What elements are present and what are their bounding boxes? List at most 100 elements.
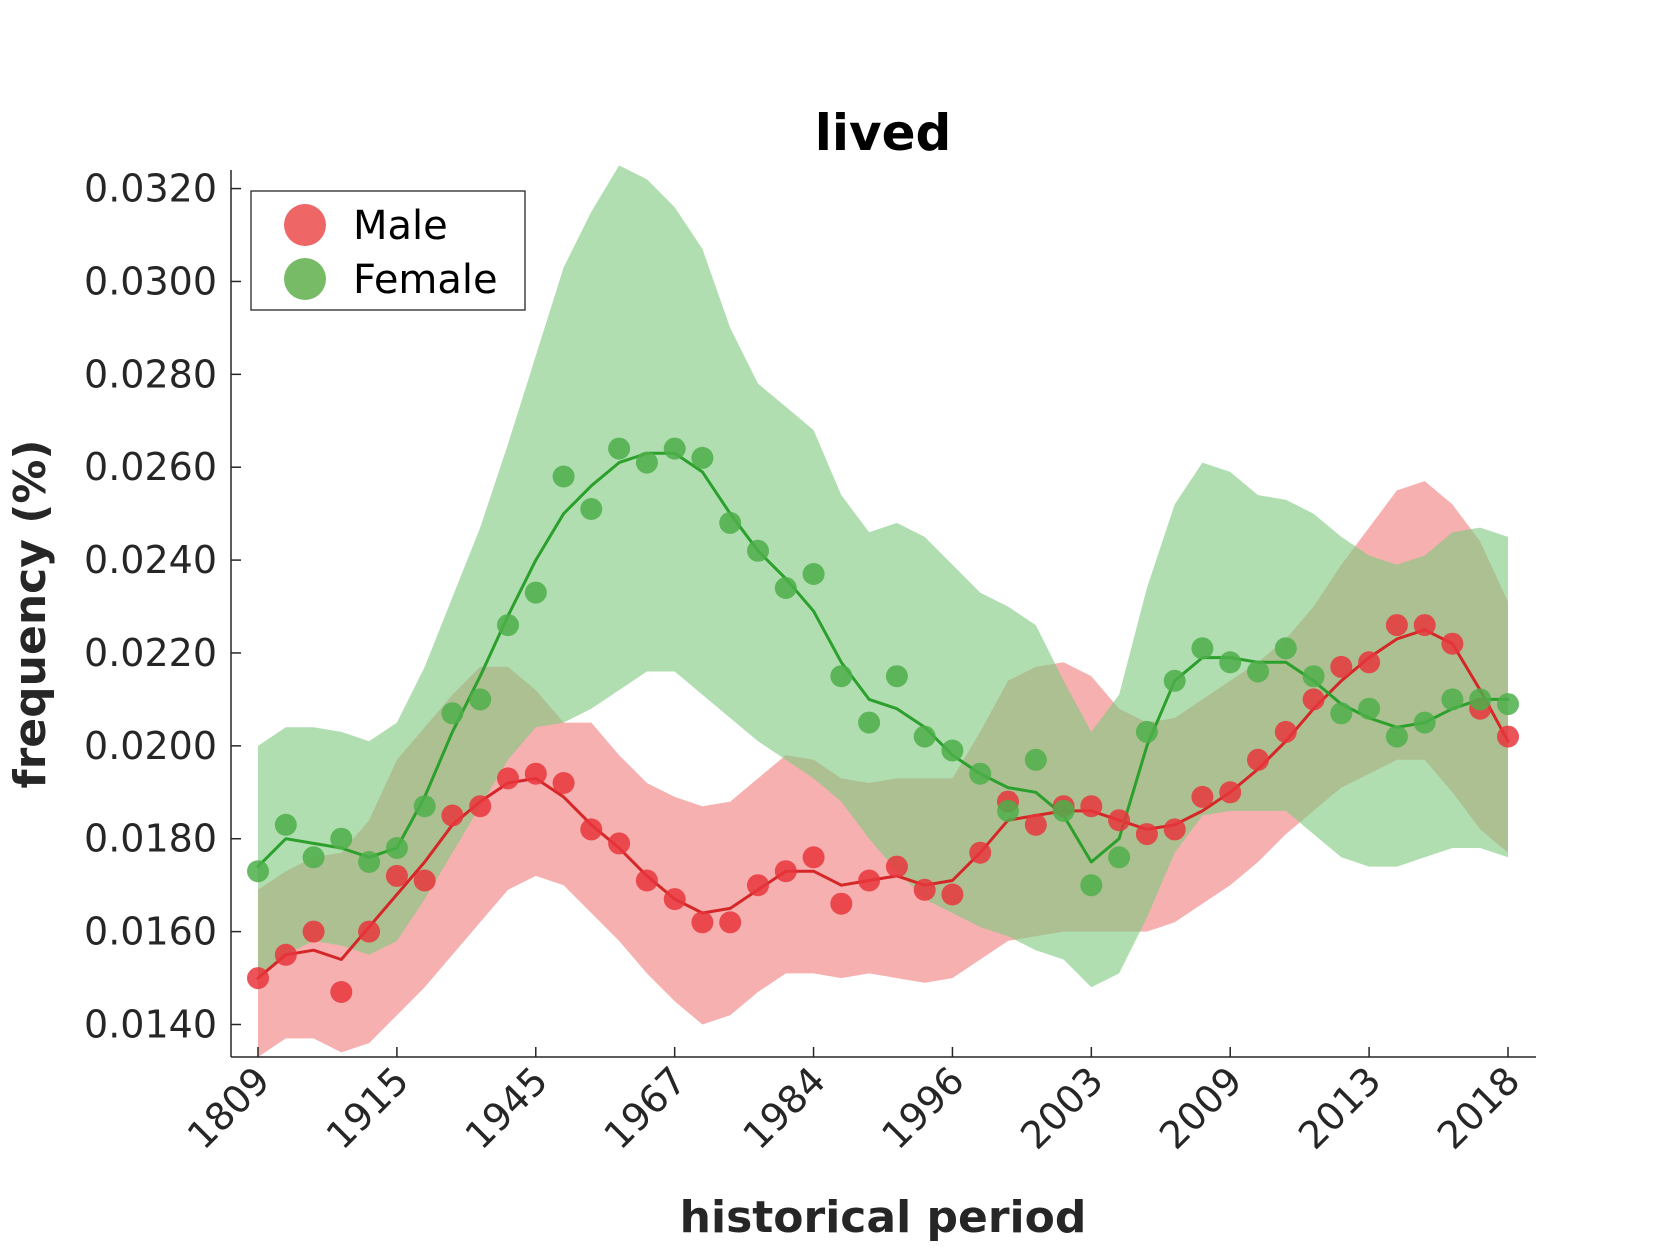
male-data-point [1163,818,1186,841]
male-data-point [635,869,658,892]
female-data-point [385,837,408,859]
female-data-point [1441,688,1464,711]
female-data-point [1080,874,1103,897]
female-data-point [1274,637,1297,660]
female-data-point [1108,846,1131,869]
male-data-point [941,883,964,906]
male-data-point [1497,725,1519,748]
y-tick-label: 0.0200 [84,724,217,768]
legend: Male Female [250,190,526,311]
female-data-point [885,665,908,688]
female-confidence-band [258,165,1508,988]
male-data-point [913,878,936,901]
male-data-point [691,911,714,934]
male-data-point [608,832,631,855]
male-data-point [1358,651,1381,674]
data-points [247,437,1519,1003]
female-data-point [1024,748,1047,771]
female-data-point [441,702,464,725]
female-data-point [1302,665,1325,688]
male-data-point [1330,655,1353,678]
y-tick-label: 0.0280 [84,352,217,396]
female-data-point [1052,799,1075,822]
y-ticks: 0.0140 0.0160 0.0180 0.0200 0.0220 0.0240 0.02… [84,167,241,1046]
y-axis-title: frequency (%) [5,439,56,788]
male-data-point [802,846,825,869]
legend-marker-female [284,258,326,300]
female-data-point [1358,697,1381,720]
female-data-point [580,498,603,520]
male-data-point [1219,781,1242,804]
female-data-point [524,581,547,604]
male-data-point [969,841,992,864]
male-data-point [274,943,297,966]
female-data-point [997,799,1019,822]
female-data-point [497,614,519,637]
female-data-point [774,577,797,599]
female-data-point [1413,711,1436,734]
male-data-point [385,864,408,887]
male-data-point [1413,614,1436,637]
female-data-point [1163,669,1186,692]
female-data-point [802,563,825,585]
male-data-point [358,920,381,943]
female-data-point [302,846,325,869]
male-data-point [1080,795,1103,818]
female-data-point [247,860,269,883]
female-data-point [1135,720,1158,743]
male-data-point [580,818,603,841]
male-data-point [524,762,547,785]
female-data-point [663,437,686,460]
male-data-point [330,981,353,1003]
y-tick-label: 0.0220 [84,631,217,675]
male-data-point [441,804,464,827]
male-data-point [1441,632,1464,655]
male-data-point [774,860,797,883]
female-data-point [719,511,742,534]
male-data-point [302,920,325,943]
female-data-point [274,813,297,836]
male-data-point [747,874,769,897]
female-data-point [1385,725,1408,748]
male-data-point [858,869,881,892]
male-data-point [1302,688,1325,711]
female-data-point [1469,688,1492,711]
plot-area [247,165,1519,1058]
y-tick-label: 0.0160 [84,910,217,954]
male-data-point [1247,748,1269,771]
male-data-point [1108,809,1131,832]
female-data-point [552,465,575,488]
female-data-point [469,688,492,711]
female-data-point [330,827,353,850]
chart-title: lived [815,104,952,162]
female-data-point [413,795,436,818]
female-data-point [358,851,381,873]
male-data-point [1274,720,1297,743]
y-tick-label: 0.0300 [84,259,217,303]
trend-lines [256,451,1510,980]
male-data-point [1135,823,1158,846]
female-data-point [1330,702,1353,725]
male-data-point [497,767,519,790]
female-data-point [635,451,658,474]
y-tick-label: 0.0240 [84,538,217,582]
legend-marker-male [284,204,326,246]
male-data-point [663,888,686,911]
male-data-point [247,967,269,990]
male-data-point [552,772,575,794]
female-data-point [969,762,992,785]
female-trend-line [256,451,1510,869]
male-data-point [1385,614,1408,637]
y-tick-label: 0.0180 [84,817,217,861]
female-data-point [747,539,769,562]
legend-label-female: Female [353,257,498,303]
male-data-point [469,795,492,818]
female-data-point [1191,637,1214,660]
female-data-point [1219,651,1242,674]
female-data-point [913,725,936,748]
female-data-point [941,739,964,762]
male-data-point [830,892,853,915]
y-tick-label: 0.0140 [84,1002,217,1046]
y-tick-label: 0.0260 [84,445,217,489]
